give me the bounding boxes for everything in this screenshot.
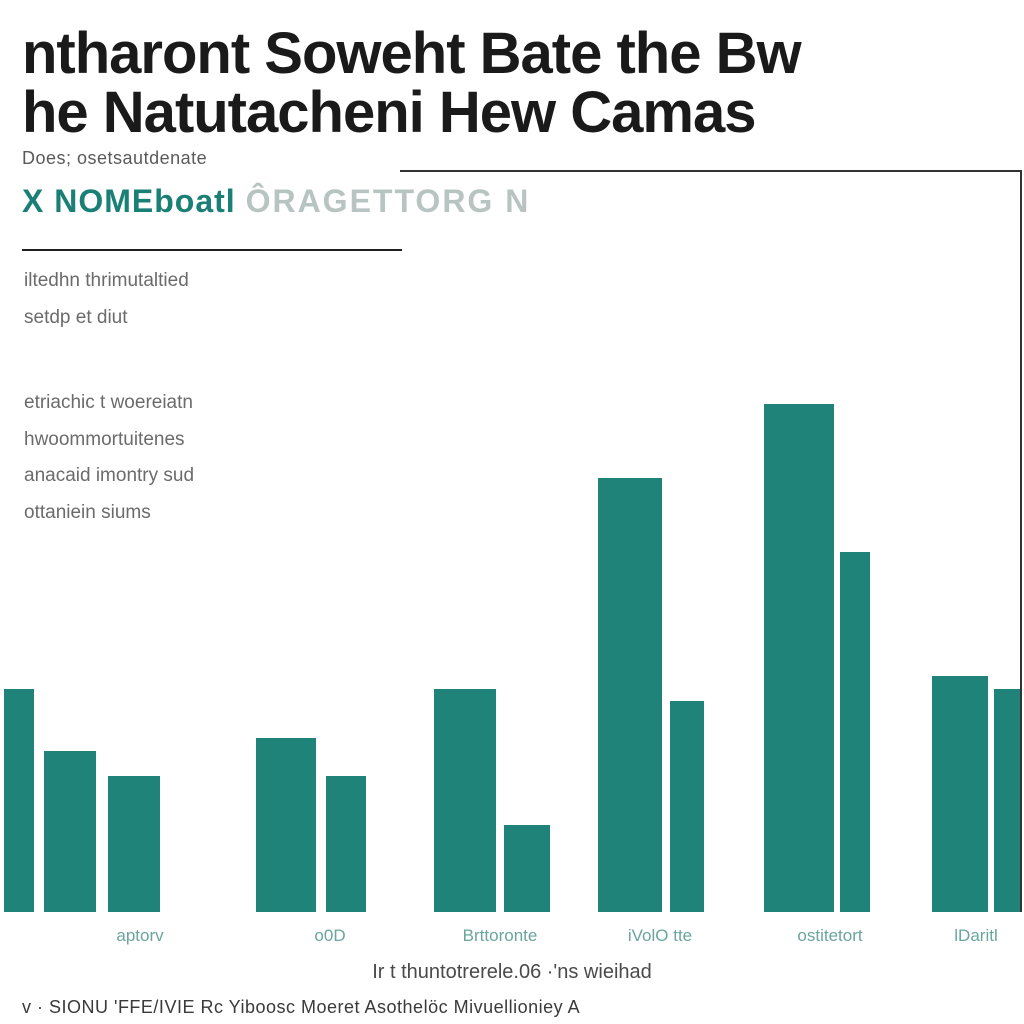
bar: [598, 478, 662, 912]
title-line-1: ntharont Soweht Bate the Bw: [22, 24, 1024, 83]
x-axis-label: iVolO tte: [628, 926, 692, 946]
bar: [670, 701, 704, 912]
bar: [764, 404, 834, 912]
x-axis-label: o0D: [314, 926, 345, 946]
bar: [994, 689, 1020, 912]
bar: [840, 552, 870, 912]
section-header-left: X NOMEboatl: [22, 183, 236, 219]
side-rule: [22, 249, 402, 251]
bar: [434, 689, 496, 912]
bar: [932, 676, 988, 912]
plot-area: [0, 292, 1024, 912]
subtitle: Does; osetsautdenate: [22, 148, 1024, 169]
x-axis-label: Brttoronte: [463, 926, 538, 946]
title-block: ntharont Soweht Bate the Bw he Natutache…: [0, 0, 1024, 169]
x-axis-labels: aptorv o0D Brttoronte iVolO tte ostitetort lD…: [0, 926, 1024, 948]
x-axis-label: ostitetort: [797, 926, 862, 946]
bar: [108, 776, 160, 912]
bar-chart: [0, 292, 1024, 912]
bar: [4, 689, 34, 912]
bar: [504, 825, 550, 912]
title-line-2: he Natutacheni Hew Camas: [22, 83, 1024, 142]
bar: [256, 738, 316, 912]
legend-item: iltedhn thrimutaltied: [24, 268, 189, 295]
bar: [44, 751, 96, 912]
x-axis-label: lDaritl: [954, 926, 997, 946]
footer: v · SIONU 'FFE/IVIE Rc Yiboosc Moeret As…: [22, 997, 1014, 1018]
caption: Ir t thuntotrerele.06 ·'ns wieihad: [0, 961, 1024, 984]
x-axis-label: aptorv: [116, 926, 163, 946]
bar: [326, 776, 366, 912]
